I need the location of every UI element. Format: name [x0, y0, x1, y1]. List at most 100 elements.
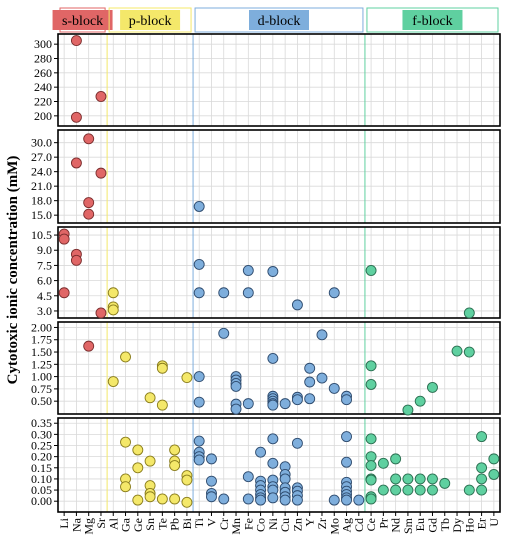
y-tick-label: 200 — [34, 109, 52, 123]
data-point-p-block — [181, 372, 193, 384]
data-point-s-block — [83, 133, 95, 145]
x-tick-label: Al — [106, 517, 120, 530]
data-point-d-block — [193, 435, 205, 447]
data-point-f-block — [402, 473, 414, 485]
data-point-p-block — [107, 376, 119, 387]
y-tick-label: 18.0 — [31, 194, 52, 208]
data-point-f-block — [427, 381, 438, 393]
panel-frame — [57, 321, 501, 415]
data-point-f-block — [390, 453, 402, 465]
data-point-d-block — [267, 399, 279, 411]
x-tick-label: Co — [254, 518, 268, 532]
data-point-d-block — [328, 494, 340, 506]
data-point-f-block — [463, 484, 475, 496]
data-point-d-block — [304, 362, 316, 374]
data-point-d-block — [341, 431, 352, 443]
data-point-d-block — [242, 265, 254, 276]
block-header-fill — [402, 10, 463, 30]
x-tick-label: Mn — [229, 518, 243, 535]
block-header-label: d-block — [258, 14, 301, 29]
y-tick-label: 15.0 — [31, 208, 52, 222]
data-point-d-block — [279, 398, 291, 410]
data-point-d-block — [242, 493, 254, 505]
data-point-d-block — [279, 494, 291, 506]
data-point-f-block — [451, 345, 463, 357]
data-point-d-block — [218, 327, 230, 339]
data-point-s-block — [70, 35, 82, 47]
data-point-d-block — [267, 457, 279, 469]
data-point-d-block — [267, 352, 279, 364]
blocks-layer: s-block p-block d-block f-block — [52, 7, 499, 33]
data-point-d-block — [304, 393, 316, 405]
y-axis-label: Cytotoxic ionic concentration (mM) — [5, 156, 21, 385]
data-point-d-block — [242, 287, 254, 299]
data-point-d-block — [230, 403, 242, 415]
x-tick-label: Mo — [327, 518, 341, 535]
x-tick-label: Zr — [315, 518, 329, 529]
panel-frame — [57, 417, 501, 513]
data-point-p-block — [107, 287, 119, 299]
data-point-f-block — [365, 360, 377, 372]
x-tick-label: Na — [69, 517, 83, 532]
y-tick-label: 1.25 — [31, 357, 52, 371]
data-point-f-block — [463, 307, 475, 319]
data-point-d-block — [206, 453, 217, 465]
data-point-d-block — [304, 376, 316, 388]
data-point-d-block — [291, 437, 303, 449]
data-point-d-block — [193, 371, 205, 383]
data-point-p-block — [181, 496, 193, 508]
data-point-d-block — [193, 396, 205, 408]
x-tick-label: Pr — [376, 518, 390, 529]
data-point-p-block — [132, 462, 144, 474]
y-tick-label: 2.00 — [31, 320, 52, 334]
data-point-p-block — [120, 481, 131, 493]
block-header-label: p-block — [129, 14, 172, 29]
x-tick-label: Er — [475, 518, 489, 529]
data-point-p-block — [169, 460, 181, 472]
y-tick-label: 0.10 — [31, 472, 52, 486]
x-tick-label: Y — [303, 518, 317, 527]
data-point-s-block — [95, 167, 107, 179]
data-point-f-block — [365, 379, 377, 390]
data-point-f-block — [414, 395, 426, 407]
data-point-f-block — [402, 484, 414, 496]
data-point-d-block — [316, 329, 328, 341]
y-tick-label: 1.00 — [31, 370, 52, 384]
x-tick-label: Cu — [278, 518, 292, 532]
x-tick-label: Te — [155, 518, 169, 530]
data-point-f-block — [365, 265, 377, 276]
data-point-f-block — [476, 462, 488, 474]
block-header-fill — [52, 10, 113, 30]
x-tick-label: Mg — [82, 518, 96, 535]
data-point-d-block — [341, 394, 352, 406]
data-point-d-block — [193, 287, 205, 299]
data-point-p-block — [181, 474, 193, 486]
data-point-s-block — [70, 111, 82, 123]
y-tick-label: 3.0 — [37, 304, 52, 318]
data-point-p-block — [120, 436, 131, 448]
data-point-d-block — [341, 494, 352, 506]
data-point-d-block — [255, 494, 267, 506]
data-point-f-block — [476, 431, 488, 443]
data-point-d-block — [291, 394, 303, 406]
x-tick-label: Fe — [241, 518, 255, 530]
data-point-d-block — [353, 494, 365, 506]
data-point-p-block — [144, 455, 156, 467]
data-point-p-block — [156, 362, 168, 374]
data-point-f-block — [402, 404, 414, 416]
y-tick-label: 21.0 — [31, 179, 52, 193]
data-point-d-block — [193, 454, 205, 466]
data-point-s-block — [70, 254, 82, 266]
y-tick-label: 0.75 — [31, 382, 52, 396]
x-tick-label: Ti — [192, 517, 206, 528]
x-tick-label: Eu — [413, 518, 427, 531]
y-tick-label: 300 — [34, 37, 52, 51]
data-point-s-block — [95, 91, 107, 102]
data-point-d-block — [230, 380, 242, 392]
y-tick-label: 10.5 — [31, 228, 52, 242]
data-point-f-block — [476, 473, 488, 485]
data-point-f-block — [463, 346, 475, 358]
data-point-f-block — [390, 484, 402, 496]
data-point-f-block — [377, 484, 389, 496]
data-point-f-block — [414, 484, 426, 496]
